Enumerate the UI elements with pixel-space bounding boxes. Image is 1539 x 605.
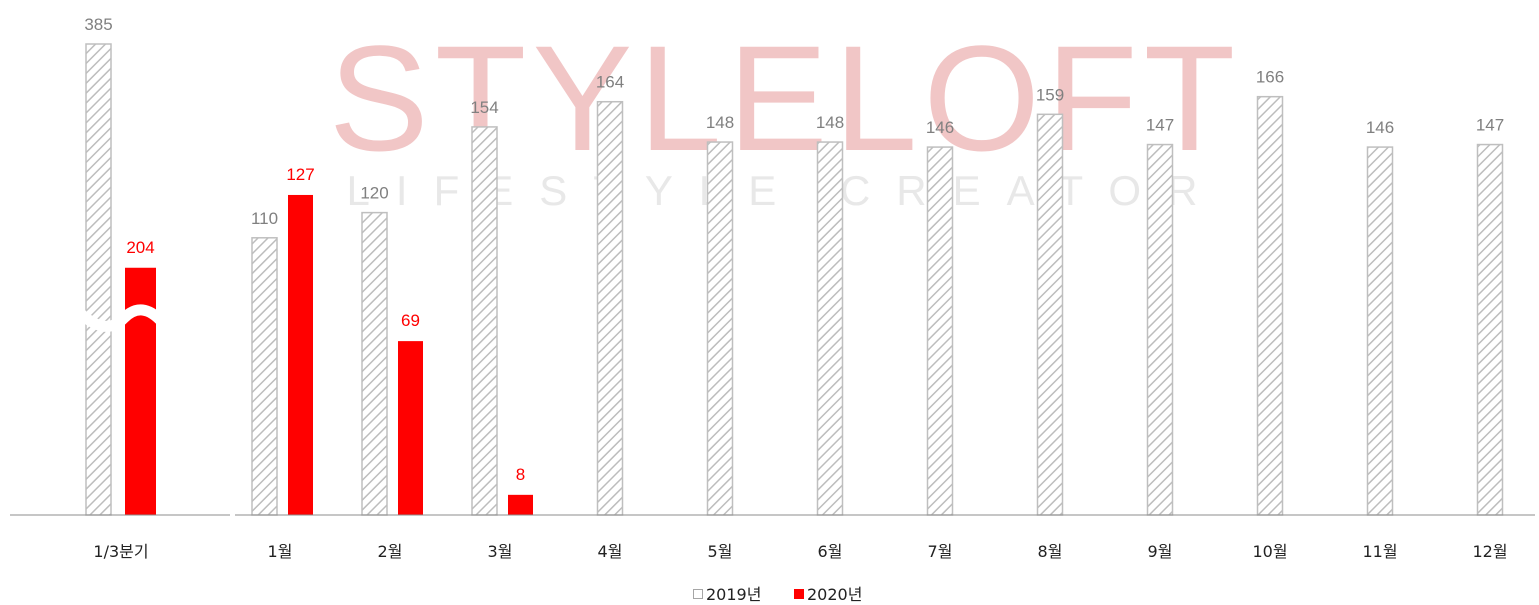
bar-2019 [251, 237, 278, 516]
value-label-2020: 204 [126, 238, 154, 257]
value-label-2019: 385 [84, 15, 112, 34]
x-tick-label: 11월 [1362, 542, 1397, 561]
value-label-2019: 110 [251, 209, 278, 228]
x-tick-label: 4월 [598, 542, 623, 561]
bar-2019 [1256, 95, 1284, 516]
watermark: STYLELOFT LIFESTYLE CREATOR [329, 14, 1242, 214]
x-tick-label: 9월 [1148, 542, 1173, 561]
x-axis-tick-labels: 1/3분기 1월 2월 3월 4월 5월 6월 7월 8월 9월 10월 11월 12월 [93, 542, 1507, 561]
bar-2019 [1146, 143, 1174, 516]
bar-2019 [1036, 113, 1064, 516]
axis-break-wave [76, 304, 167, 332]
x-tick-label: 3월 [488, 542, 513, 561]
series-2020-value-labels: 204 127 69 8 [126, 165, 525, 484]
value-label-2019: 148 [816, 113, 844, 132]
value-label-2019: 146 [1366, 118, 1394, 137]
bar-2020 [398, 341, 423, 515]
x-tick-label: 2월 [378, 542, 403, 561]
series-2019-bars [85, 43, 1504, 516]
legend-label-2020: 2020년 [807, 585, 862, 604]
x-tick-label: 12월 [1472, 542, 1507, 561]
x-tick-label: 1/3분기 [93, 542, 148, 561]
x-tick-label: 10월 [1252, 542, 1287, 561]
bar-2019 [1476, 143, 1504, 516]
bar-2019 [361, 211, 388, 516]
watermark-brand: STYLELOFT [329, 14, 1242, 182]
bar-2019 [706, 141, 734, 516]
axis-break-mark [76, 304, 167, 332]
value-label-2019: 164 [596, 73, 624, 92]
legend-swatch-2019 [693, 589, 703, 599]
value-label-2020: 69 [401, 311, 420, 330]
legend: 2019년 2020년 [693, 585, 862, 604]
legend-swatch-2020 [794, 589, 804, 599]
bar-2019 [926, 146, 954, 516]
bar-2019 [816, 141, 844, 516]
value-label-2019: 147 [1146, 116, 1174, 135]
value-label-2019: 120 [360, 184, 388, 203]
value-label-2019: 166 [1256, 68, 1284, 87]
bar-2019 [471, 126, 498, 516]
x-tick-label: 7월 [928, 542, 953, 561]
value-label-2019: 146 [926, 118, 954, 137]
x-tick-label: 1월 [268, 542, 293, 561]
value-label-2019: 147 [1476, 116, 1504, 135]
bar-2019 [596, 100, 624, 516]
bar-2020 [288, 194, 313, 515]
bar-2019 [85, 43, 112, 516]
value-label-2019: 154 [470, 98, 498, 117]
x-tick-label: 5월 [708, 542, 733, 561]
x-tick-label: 8월 [1038, 542, 1063, 561]
bar-2020 [508, 494, 533, 515]
bar-2019 [1366, 146, 1394, 516]
x-tick-label: 6월 [818, 542, 843, 561]
value-label-2020: 8 [516, 465, 525, 484]
legend-label-2019: 2019년 [706, 585, 761, 604]
value-label-2019: 159 [1036, 85, 1064, 104]
series-2019-value-labels: 385 110 120 154 164 148 148 146 159 147 166 146 147 [84, 15, 1504, 228]
value-label-2019: 148 [706, 113, 734, 132]
value-label-2020: 127 [286, 165, 314, 184]
